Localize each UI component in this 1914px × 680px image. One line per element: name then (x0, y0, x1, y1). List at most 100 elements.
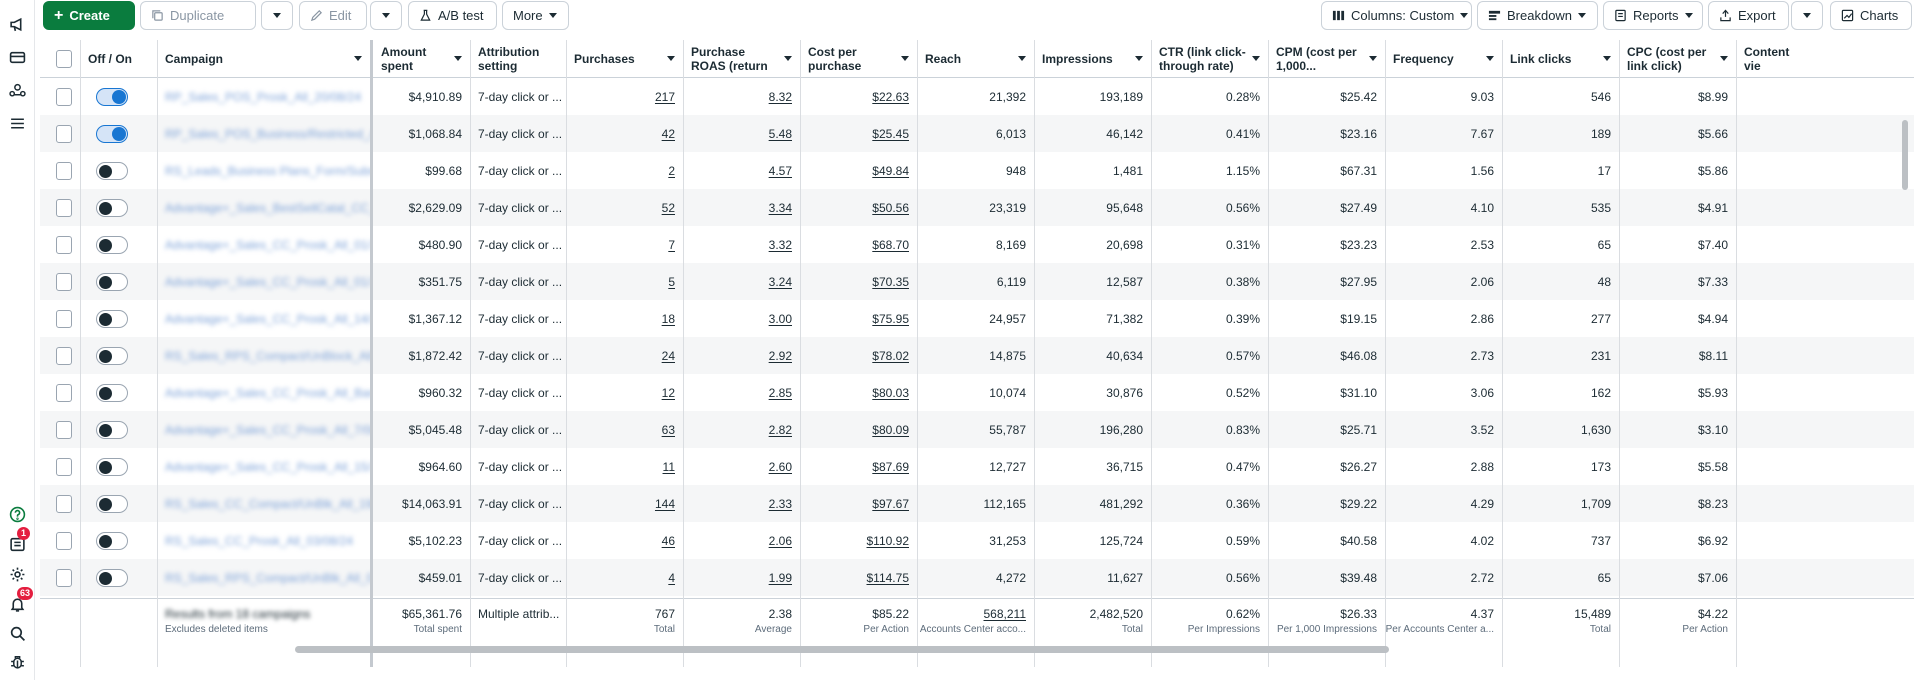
ab-test-button[interactable]: A/B test (408, 1, 497, 30)
column-header-roas[interactable]: Purchase ROAS (return on ad... (683, 40, 800, 77)
column-header-content-views[interactable]: Content vie (1744, 44, 1790, 73)
vertical-scrollbar[interactable] (1902, 120, 1908, 190)
billing-card-icon[interactable] (8, 48, 26, 66)
column-header-off-on[interactable]: Off / On (88, 51, 132, 66)
more-button[interactable]: More (502, 1, 569, 30)
table-row[interactable]: RS_Sales_RPS_Compact/UnBlk_All_02/09/24 $… (40, 559, 1914, 596)
row-checkbox[interactable] (56, 309, 72, 328)
campaign-name-link[interactable]: RS_Leads_Business Plans_Form/Submit_All_… (165, 163, 370, 178)
menu-icon[interactable] (8, 114, 26, 132)
table-row[interactable]: RS_Sales_CC_Prosk_All_03/08/24 $5,102.23 7… (40, 522, 1914, 559)
duplicate-button[interactable]: Duplicate (140, 1, 256, 30)
row-checkbox[interactable] (56, 198, 72, 217)
edit-dropdown-button[interactable] (370, 1, 402, 30)
row-checkbox[interactable] (56, 568, 72, 587)
campaign-name-link[interactable]: Advantage+_Sales_CC_Prosk_All_BarrelRock… (165, 385, 370, 400)
megaphone-icon[interactable] (8, 15, 26, 33)
edit-button[interactable]: Edit (299, 1, 367, 30)
table-row[interactable]: Advantage+_Sales_CC_Prosk_All_7/08/24 $5,… (40, 411, 1914, 448)
table-row[interactable]: RP_Sales_POS_Prosk_All_20/08/24 $4,910.89… (40, 78, 1914, 115)
campaign-toggle[interactable] (96, 420, 128, 439)
column-header-ctr[interactable]: CTR (link click-through rate) (1151, 40, 1268, 77)
export-dropdown-button[interactable] (1791, 1, 1823, 30)
table-row[interactable]: Advantage+_Sales_CC_Prosk_All_15/10/24 R… (40, 448, 1914, 485)
campaign-toggle[interactable] (96, 272, 128, 291)
table-row[interactable]: RP_Sales_POS_Business/Restricted_All_11/… (40, 115, 1914, 152)
column-header-frequency[interactable]: Frequency (1385, 40, 1502, 77)
column-header-impressions[interactable]: Impressions (1034, 40, 1151, 77)
column-header-purchases[interactable]: Purchases (566, 40, 683, 77)
campaign-name-link[interactable]: RS_Sales_RPS_Compact/UnBlock_All_19/06/2… (165, 348, 370, 363)
duplicate-dropdown-button[interactable] (261, 1, 293, 30)
row-checkbox[interactable] (56, 531, 72, 550)
campaign-toggle[interactable] (96, 494, 128, 513)
search-icon[interactable] (8, 624, 26, 642)
campaign-name-link[interactable]: Advantage+_Sales_CC_Prosk_All_01/11/24 R… (165, 237, 370, 252)
row-toggle-cell (80, 559, 157, 596)
campaign-toggle[interactable] (96, 87, 128, 106)
table-row[interactable]: RS_Sales_RPS_Compact/UnBlock_All_19/06/2… (40, 337, 1914, 374)
row-checkbox[interactable] (56, 161, 72, 180)
column-header-reach[interactable]: Reach (917, 40, 1034, 77)
campaign-name-link[interactable]: RS_Sales_CC_Prosk_All_03/08/24 (165, 533, 354, 548)
column-header-campaign[interactable]: Campaign (157, 40, 370, 77)
row-checkbox[interactable] (56, 87, 72, 106)
table-row[interactable]: Advantage+_Sales_CC_Prosk_All_01/11/24 R… (40, 226, 1914, 263)
campaign-name-link[interactable]: RS_Sales_CC_Compact/UnBlk_All_19/05/24 (165, 496, 370, 511)
campaign-name-link[interactable]: RS_Sales_RPS_Compact/UnBlk_All_02/09/24 (165, 570, 370, 585)
horizontal-scrollbar[interactable] (295, 646, 1389, 653)
row-checkbox[interactable] (56, 494, 72, 513)
frozen-column-divider[interactable] (370, 40, 373, 667)
row-checkbox[interactable] (56, 346, 72, 365)
row-checkbox[interactable] (56, 124, 72, 143)
campaign-toggle[interactable] (96, 124, 128, 143)
table-row[interactable]: Advantage+_Sales_CC_Prosk_All_01/11/24 R… (40, 263, 1914, 300)
campaign-toggle[interactable] (96, 235, 128, 254)
row-checkbox[interactable] (56, 420, 72, 439)
row-checkbox[interactable] (56, 235, 72, 254)
table-row[interactable]: RS_Sales_CC_Compact/UnBlk_All_19/05/24 $1… (40, 485, 1914, 522)
campaign-toggle[interactable] (96, 161, 128, 180)
help-icon[interactable] (8, 505, 26, 523)
column-header-cost-per-purchase[interactable]: Cost per purchase (800, 40, 917, 77)
columns-button[interactable]: Columns: Custom (1321, 1, 1472, 30)
settings-gear-icon[interactable] (8, 565, 26, 583)
table-row[interactable]: Advantage+_Sales_BestSellCatal_CC_Prosk_… (40, 189, 1914, 226)
column-header-link-clicks[interactable]: Link clicks (1502, 40, 1619, 77)
column-header-cpc[interactable]: CPC (cost per link click) (1619, 40, 1736, 77)
campaign-toggle[interactable] (96, 198, 128, 217)
table-row[interactable]: Advantage+_Sales_CC_Prosk_All_14/10/24 R… (40, 300, 1914, 337)
reports-button[interactable]: Reports (1603, 1, 1703, 30)
cell-cpc: $5.86 (1697, 163, 1728, 178)
notifications-list-icon[interactable]: 1 (8, 527, 30, 553)
row-checkbox[interactable] (56, 272, 72, 291)
campaign-toggle[interactable] (96, 568, 128, 587)
bell-icon[interactable]: 63 (8, 587, 34, 613)
row-checkbox[interactable] (56, 383, 72, 402)
bug-report-icon[interactable] (8, 652, 26, 670)
campaign-name-link[interactable]: Advantage+_Sales_CC_Prosk_All_15/10/24 R… (165, 459, 370, 474)
audience-icon[interactable] (8, 81, 26, 99)
campaign-toggle[interactable] (96, 457, 128, 476)
table-row[interactable]: Advantage+_Sales_CC_Prosk_All_BarrelRock… (40, 374, 1914, 411)
campaign-name-link[interactable]: Advantage+_Sales_CC_Prosk_All_7/08/24 (165, 422, 370, 437)
table-row[interactable]: RS_Leads_Business Plans_Form/Submit_All_… (40, 152, 1914, 189)
column-header-cpm[interactable]: CPM (cost per 1,000... (1268, 40, 1385, 77)
breakdown-button[interactable]: Breakdown (1477, 1, 1598, 30)
column-header-attribution[interactable]: Attribution setting (478, 44, 540, 73)
campaign-toggle[interactable] (96, 531, 128, 550)
campaign-toggle[interactable] (96, 383, 128, 402)
create-button[interactable]: + Create (43, 1, 135, 30)
select-all-checkbox[interactable] (56, 49, 72, 68)
campaign-toggle[interactable] (96, 346, 128, 365)
campaign-name-link[interactable]: Advantage+_Sales_CC_Prosk_All_14/10/24 R… (165, 311, 370, 326)
row-checkbox[interactable] (56, 457, 72, 476)
charts-button[interactable]: Charts (1830, 1, 1912, 30)
export-button[interactable]: Export (1708, 1, 1789, 30)
campaign-name-link[interactable]: RP_Sales_POS_Business/Restricted_All_11/… (165, 126, 370, 141)
campaign-name-link[interactable]: Advantage+_Sales_BestSellCatal_CC_Prosk_… (165, 200, 370, 215)
campaign-toggle[interactable] (96, 309, 128, 328)
column-header-amount-spent[interactable]: Amount spent (373, 40, 470, 77)
campaign-name-link[interactable]: Advantage+_Sales_CC_Prosk_All_01/11/24 R… (165, 274, 370, 289)
campaign-name-link[interactable]: RP_Sales_POS_Prosk_All_20/08/24 (165, 89, 362, 104)
